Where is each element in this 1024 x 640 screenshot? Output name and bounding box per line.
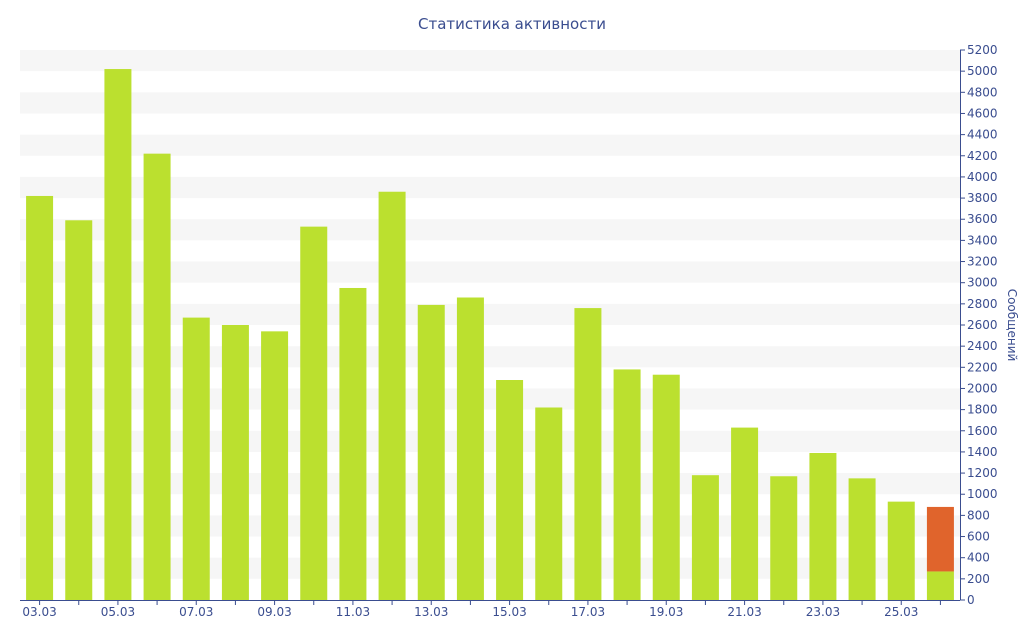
grid-band <box>20 388 960 410</box>
y-tick-label: 400 <box>967 551 990 565</box>
bar-06.03-series-0 <box>143 153 171 600</box>
y-tick-label: 4200 <box>967 149 998 163</box>
bar-21.03-series-0 <box>731 427 759 600</box>
bar-05.03-series-0 <box>104 69 132 601</box>
bar-12.03-series-0 <box>378 191 406 600</box>
grid-band <box>20 515 960 537</box>
bar-04.03-series-0 <box>65 220 93 601</box>
bar-13.03-series-0 <box>417 304 445 600</box>
x-tick-label: 25.03 <box>884 605 918 619</box>
y-tick-label: 5000 <box>967 64 998 78</box>
y-axis-label: Сообщений <box>1005 288 1019 362</box>
grid-band <box>20 219 960 241</box>
y-tick-label: 200 <box>967 572 990 586</box>
bar-14.03-series-0 <box>456 297 484 600</box>
y-tick-label: 4400 <box>967 128 998 142</box>
grid-band <box>20 176 960 199</box>
y-tick-label: 3600 <box>967 212 998 226</box>
bar-22.03-series-0 <box>770 476 798 600</box>
y-tick-label: 3200 <box>967 255 998 269</box>
y-tick-label: 5200 <box>967 43 998 57</box>
bar-19.03-series-0 <box>652 374 680 600</box>
y-tick-label: 1400 <box>967 445 998 459</box>
grid-band <box>20 473 960 495</box>
grid-band <box>20 346 960 368</box>
x-tick-label: 19.03 <box>649 605 683 619</box>
y-tick-label: 4000 <box>967 170 998 184</box>
x-tick-label: 13.03 <box>414 605 448 619</box>
y-tick-label: 2400 <box>967 339 998 353</box>
bar-11.03-series-0 <box>339 287 367 600</box>
y-tick-label: 2200 <box>967 360 998 374</box>
bar-26.03-series-0 <box>926 571 954 600</box>
y-tick-label: 2800 <box>967 297 998 311</box>
y-tick-label: 4800 <box>967 85 998 99</box>
bar-24.03-series-0 <box>848 478 876 600</box>
x-tick-label: 11.03 <box>336 605 370 619</box>
x-tick-label: 05.03 <box>101 605 135 619</box>
x-tick-label: 09.03 <box>257 605 291 619</box>
y-tick-label: 1000 <box>967 487 998 501</box>
grid-band <box>20 92 960 114</box>
bar-25.03-series-0 <box>887 501 915 600</box>
x-tick-label: 03.03 <box>22 605 56 619</box>
y-tick-label: 600 <box>967 530 990 544</box>
y-tick-label: 3800 <box>967 191 998 205</box>
bar-03.03-series-0 <box>26 195 54 600</box>
bar-10.03-series-0 <box>300 226 328 600</box>
y-tick-label: 1800 <box>967 403 998 417</box>
grid-band <box>20 430 960 452</box>
bar-07.03-series-0 <box>182 317 210 600</box>
grid-band <box>20 134 960 156</box>
bar-08.03-series-0 <box>221 325 249 600</box>
grid-band <box>20 50 960 72</box>
bar-17.03-series-0 <box>574 308 602 600</box>
y-tick-label: 1600 <box>967 424 998 438</box>
bar-15.03-series-0 <box>496 380 524 600</box>
y-tick-label: 800 <box>967 508 990 522</box>
y-tick-label: 3000 <box>967 276 998 290</box>
bar-16.03-series-0 <box>535 407 563 600</box>
y-tick-label: 2000 <box>967 381 998 395</box>
x-tick-label: 21.03 <box>727 605 761 619</box>
grid-band <box>20 557 960 579</box>
bar-26.03-series-1 <box>926 506 954 572</box>
grid-band <box>20 303 960 325</box>
y-tick-label: 0 <box>967 593 975 607</box>
x-tick-label: 15.03 <box>492 605 526 619</box>
x-tick-label: 07.03 <box>179 605 213 619</box>
grid-band <box>20 261 960 283</box>
x-tick-label: 17.03 <box>571 605 605 619</box>
chart-title: Статистика активности <box>418 15 606 33</box>
bar-18.03-series-0 <box>613 369 641 600</box>
x-tick-label: 23.03 <box>806 605 840 619</box>
y-tick-label: 4600 <box>967 106 998 120</box>
y-tick-label: 1200 <box>967 466 998 480</box>
bar-23.03-series-0 <box>809 452 837 600</box>
bar-20.03-series-0 <box>691 475 719 600</box>
bar-09.03-series-0 <box>261 331 289 600</box>
y-tick-label: 3400 <box>967 233 998 247</box>
y-tick-label: 2600 <box>967 318 998 332</box>
